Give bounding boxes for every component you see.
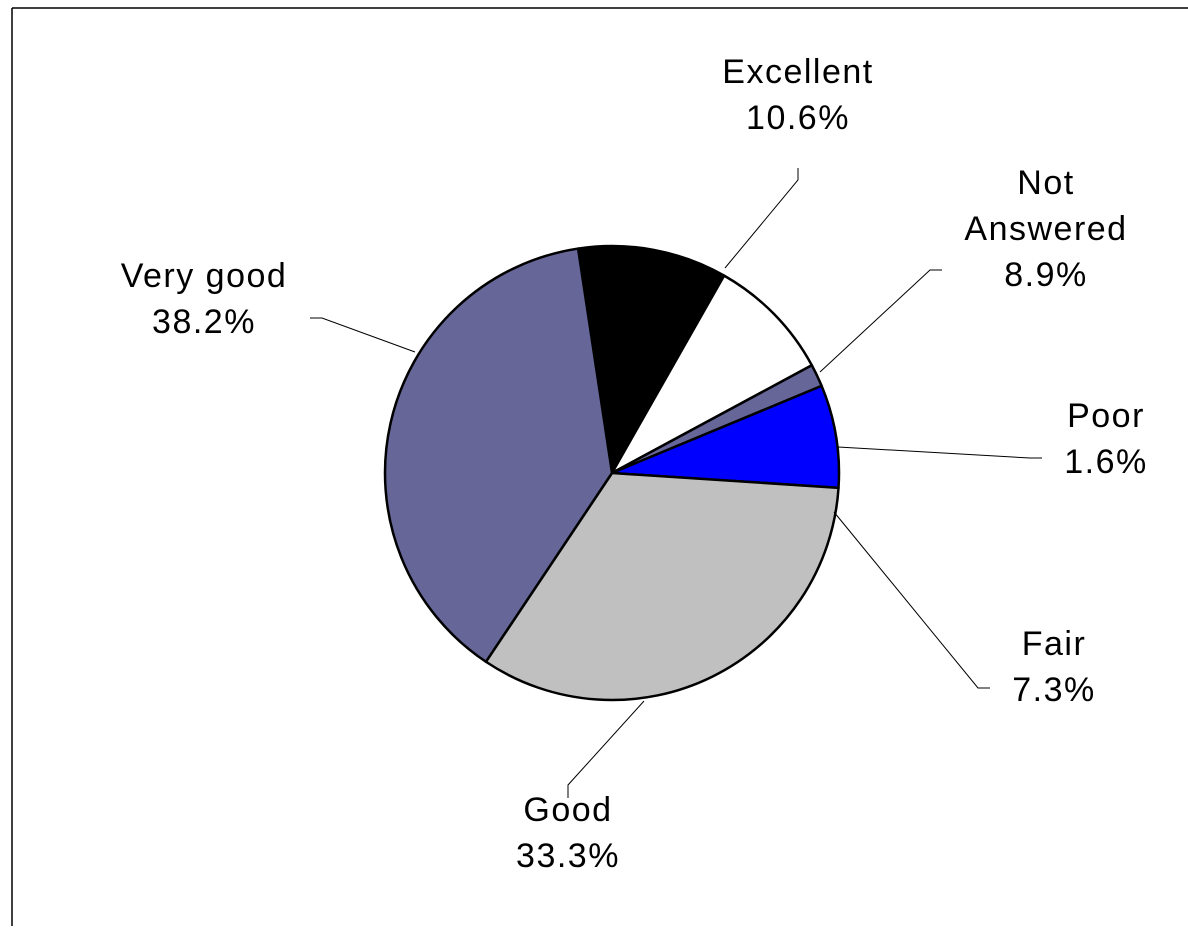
pie-slice-fair — [610, 384, 841, 490]
leader-line-fair — [833, 511, 990, 689]
labels-layer: Excellent 10.6% Not Answered 8.9% Poor 1.6% Fai… — [121, 53, 1148, 875]
leader-line-poor — [837, 446, 1042, 459]
pie-slice-good — [484, 471, 840, 702]
data-label-category: Answered — [964, 210, 1127, 248]
data-label-value: 8.9% — [1004, 256, 1088, 294]
leader-line-not-answered — [819, 269, 942, 373]
data-label-fair: Fair 7.3% — [1012, 625, 1096, 709]
leader-line-excellent — [724, 168, 799, 269]
pie-slice-not-answered — [610, 274, 814, 475]
data-label-poor: Poor 1.6% — [1064, 397, 1148, 481]
data-label-category: Good — [523, 791, 612, 829]
data-label-very-good: Very good 38.2% — [121, 257, 288, 341]
data-label-category: Poor — [1067, 397, 1145, 435]
data-label-category: Excellent — [722, 53, 873, 91]
data-label-category: Not — [1017, 164, 1074, 202]
data-label-value: 1.6% — [1064, 443, 1148, 481]
data-label-not-answered: Not Answered 8.9% — [964, 164, 1127, 294]
data-label-value: 10.6% — [746, 99, 850, 137]
data-label-good: Good 33.3% — [516, 791, 620, 875]
data-label-category: Fair — [1022, 625, 1087, 663]
data-label-value: 38.2% — [152, 303, 256, 341]
slices-layer — [383, 244, 841, 702]
leader-lines-layer — [310, 168, 1042, 798]
data-label-excellent: Excellent 10.6% — [722, 53, 873, 137]
pie-slice-very-good — [383, 247, 614, 664]
data-label-value: 33.3% — [516, 837, 620, 875]
leader-line-good — [567, 700, 645, 798]
data-label-value: 7.3% — [1012, 671, 1096, 709]
data-label-category: Very good — [121, 257, 288, 295]
leader-line-very-good — [310, 317, 416, 353]
pie-slice-excellent — [576, 244, 726, 475]
